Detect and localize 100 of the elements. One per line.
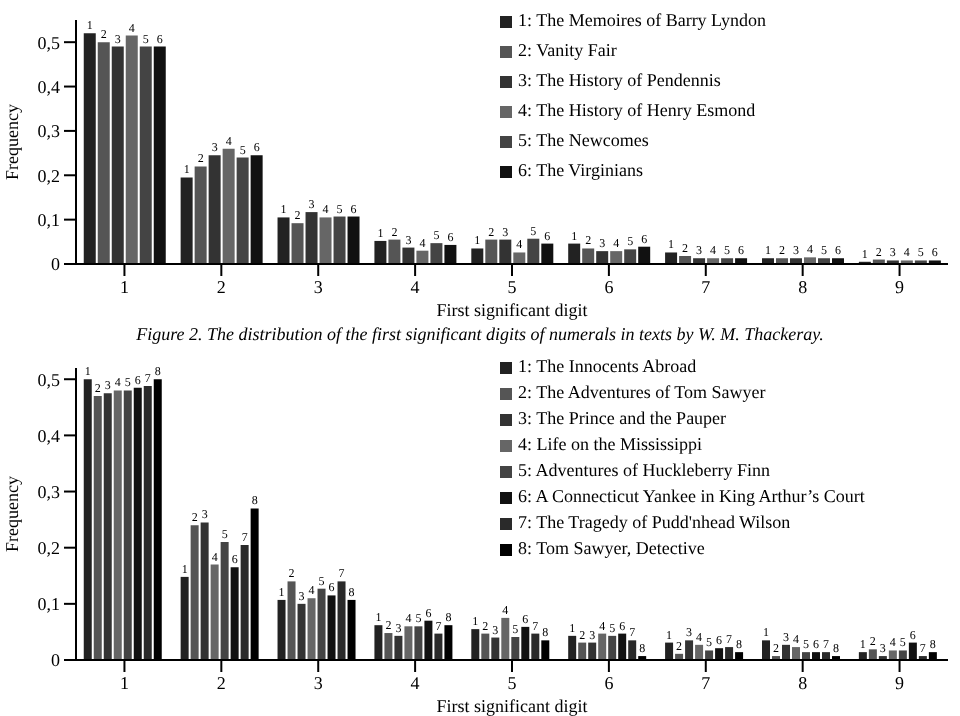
bar: [83, 33, 96, 264]
legend-label: 5: The Newcomes: [518, 128, 649, 154]
bar: [444, 244, 457, 264]
bar: [511, 636, 520, 660]
y-tick-label: 0,1: [37, 210, 60, 231]
x-tick-label: 7: [701, 276, 712, 297]
bar: [665, 642, 674, 660]
legend-label: 2: The Adventures of Tom Sawyer: [518, 380, 766, 406]
bar: [568, 635, 577, 660]
bar: [317, 588, 326, 660]
y-tick-label: 0,3: [37, 121, 61, 142]
bar: [394, 635, 403, 660]
bar: [791, 647, 800, 660]
bar: [761, 640, 770, 660]
caption: Figure 2. The distribution of the first significant digits of numerals in texts by W. M. Thackeray.: [134, 322, 826, 348]
y-tick-label: 0,5: [37, 369, 61, 390]
bar: [208, 155, 221, 264]
bar: [374, 625, 383, 660]
x-tick-label: 9: [895, 672, 906, 693]
bar: [180, 177, 193, 264]
bar: [93, 396, 102, 660]
bar: [220, 542, 229, 660]
bar: [374, 240, 387, 264]
bar: [598, 633, 607, 660]
x-tick-label: 3: [313, 276, 324, 297]
bar: [608, 635, 617, 660]
y-tick-label: 0,1: [37, 594, 60, 615]
bar: [337, 581, 346, 660]
y-tick-label: 0,5: [37, 32, 61, 53]
bar: [596, 251, 609, 264]
bar: [97, 42, 110, 264]
x-tick-label: 2: [216, 672, 226, 693]
bar: [139, 46, 152, 264]
bar: [388, 239, 401, 264]
bar: [888, 650, 897, 660]
bar: [513, 252, 526, 264]
x-tick-label: 8: [798, 276, 809, 297]
bar: [414, 626, 423, 660]
x-tick-label: 6: [604, 276, 615, 297]
bar: [485, 239, 498, 264]
bar: [430, 243, 443, 264]
bar: [471, 629, 480, 660]
bar: [491, 637, 500, 660]
y-axis-title: Frequency: [2, 475, 23, 552]
bar: [624, 249, 637, 264]
bar: [180, 576, 189, 660]
bar: [618, 633, 627, 660]
bar: [250, 155, 263, 264]
legend-label: 3: The History of Pendennis: [518, 68, 721, 94]
y-tick-label: 0: [51, 650, 61, 671]
bar: [588, 642, 597, 660]
bar: [434, 633, 443, 660]
y-tick-label: 0,2: [37, 165, 60, 186]
x-tick-label: 5: [507, 672, 518, 693]
bar: [123, 390, 132, 660]
bar: [291, 223, 304, 264]
y-tick-label: 0,4: [37, 76, 61, 97]
bar: [307, 598, 316, 660]
bar: [638, 246, 651, 264]
bar: [194, 166, 207, 264]
bar: [103, 393, 112, 660]
bar: [908, 642, 917, 660]
legend-label: 6: The Virginians: [518, 158, 643, 184]
x-tick-label: 8: [798, 672, 809, 693]
x-tick-label: 6: [604, 672, 615, 693]
bar: [501, 617, 510, 660]
bar: [143, 385, 152, 660]
bar: [424, 620, 433, 660]
bar: [705, 650, 714, 660]
x-tick-label: 9: [895, 276, 906, 297]
bar: [347, 216, 360, 264]
x-tick-label: 4: [410, 672, 421, 693]
bar: [715, 648, 724, 660]
bar: [471, 248, 484, 264]
legend-label: 5: Adventures of Huckleberry Finn: [518, 458, 770, 484]
bar: [416, 250, 429, 264]
bar: [628, 640, 637, 660]
bar: [404, 626, 413, 660]
bar: [578, 642, 587, 660]
y-tick-label: 0: [51, 254, 61, 275]
bar: [695, 644, 704, 660]
bar: [153, 46, 166, 264]
bar: [499, 239, 512, 264]
bar: [531, 633, 540, 660]
legend-label: 1: The Memoires of Barry Lyndon: [518, 8, 767, 34]
bar: [277, 217, 290, 264]
bar: [230, 567, 239, 660]
legend-label: 1: The Innocents Abroad: [518, 354, 697, 380]
bar: [333, 216, 346, 264]
x-tick-label: 2: [216, 276, 226, 297]
bar: [610, 251, 623, 264]
legend-label: 7: The Tragedy of Pudd'nhead Wilson: [518, 510, 791, 536]
bar: [287, 581, 296, 660]
bar: [133, 387, 142, 660]
bar: [541, 243, 554, 264]
bar: [582, 248, 595, 264]
legend-label: 2: Vanity Fair: [518, 38, 617, 64]
bar: [240, 544, 249, 660]
bar: [725, 647, 734, 660]
y-tick-label: 0,4: [37, 425, 61, 446]
